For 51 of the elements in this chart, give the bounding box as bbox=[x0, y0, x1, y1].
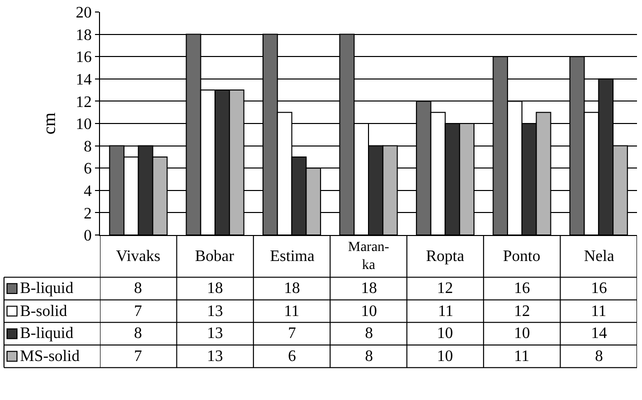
data-label: 8 bbox=[595, 348, 603, 365]
x-tick-label: Bobar bbox=[195, 248, 235, 265]
x-tick-label: Ponto bbox=[503, 248, 540, 265]
y-tick-label: 8 bbox=[84, 138, 92, 156]
y-tick-label: 10 bbox=[76, 116, 92, 134]
legend-label: B-liquid bbox=[20, 325, 74, 342]
data-label: 16 bbox=[591, 280, 607, 297]
data-label: 13 bbox=[207, 348, 223, 365]
y-tick-label: 6 bbox=[84, 160, 92, 178]
data-label: 7 bbox=[288, 325, 296, 342]
x-tick-label: Estima bbox=[270, 248, 314, 265]
data-label: 8 bbox=[134, 325, 142, 342]
x-tick-label: Maran- ka bbox=[348, 240, 390, 274]
y-axis-title: cm bbox=[39, 112, 59, 134]
y-tick-label: 0 bbox=[84, 228, 92, 245]
data-label: 11 bbox=[284, 303, 300, 320]
legend-label: B-liquid bbox=[20, 280, 74, 297]
legend-label: B-solid bbox=[20, 303, 68, 320]
y-tick-label: 4 bbox=[84, 183, 92, 200]
data-label: 8 bbox=[365, 348, 373, 365]
data-label: 7 bbox=[134, 348, 142, 365]
data-label: 10 bbox=[361, 303, 377, 320]
data-label: 10 bbox=[437, 348, 453, 365]
data-label: 14 bbox=[591, 325, 607, 342]
y-tick-label: 2 bbox=[84, 205, 92, 222]
data-label: 7 bbox=[134, 303, 142, 320]
data-label: 12 bbox=[514, 303, 530, 320]
data-label: 12 bbox=[437, 280, 453, 297]
data-label: 11 bbox=[591, 303, 606, 320]
data-label: 18 bbox=[207, 280, 223, 297]
data-label: 13 bbox=[207, 325, 223, 342]
data-label: 10 bbox=[437, 325, 453, 342]
y-tick-label: 20 bbox=[76, 4, 92, 22]
legend-label: MS-solid bbox=[20, 348, 80, 365]
y-tick-label: 16 bbox=[76, 49, 92, 66]
data-label: 16 bbox=[514, 280, 530, 297]
data-label: 10 bbox=[514, 325, 530, 342]
data-label: 8 bbox=[134, 280, 142, 297]
data-label: 8 bbox=[365, 325, 373, 342]
x-tick-label: Nela bbox=[584, 248, 614, 265]
x-tick-label: Vivaks bbox=[116, 248, 160, 265]
data-label: 11 bbox=[438, 303, 454, 320]
x-tick-label: Ropta bbox=[426, 248, 464, 265]
y-tick-label: 18 bbox=[76, 26, 92, 44]
data-label: 11 bbox=[514, 348, 530, 365]
y-tick-label: 14 bbox=[76, 72, 92, 88]
y-tick-label: 12 bbox=[76, 94, 92, 111]
data-label: 13 bbox=[207, 303, 223, 320]
data-label: 6 bbox=[288, 348, 296, 365]
data-label: 18 bbox=[361, 280, 377, 297]
data-label: 18 bbox=[284, 280, 300, 297]
